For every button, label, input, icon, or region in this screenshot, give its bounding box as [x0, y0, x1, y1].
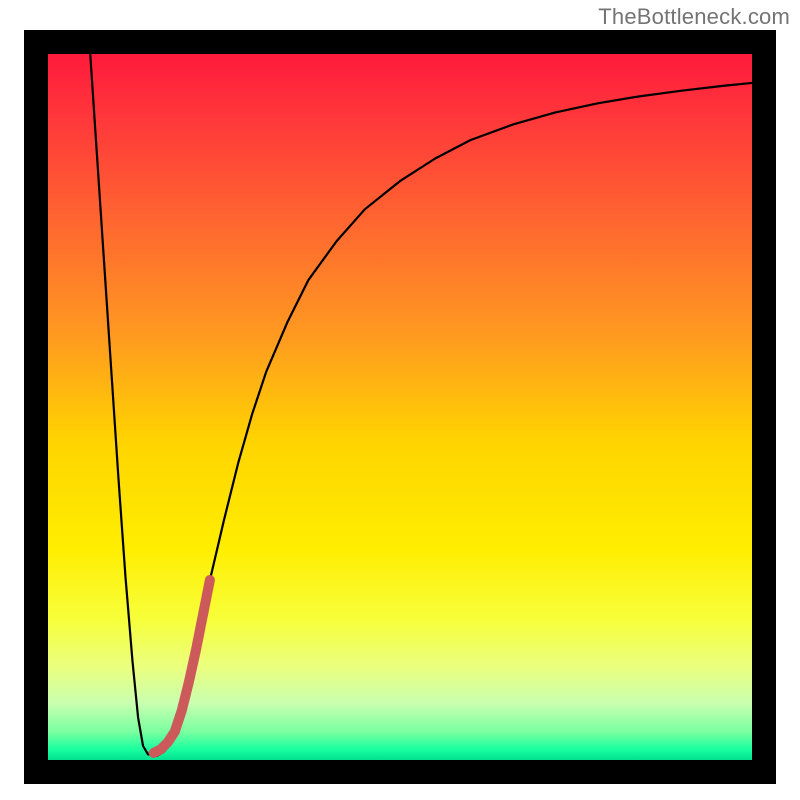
- watermark-text: TheBottleneck.com: [598, 4, 790, 30]
- gradient-background: [48, 54, 752, 760]
- chart-container: TheBottleneck.com: [0, 0, 800, 800]
- bottleneck-chart: [0, 0, 800, 800]
